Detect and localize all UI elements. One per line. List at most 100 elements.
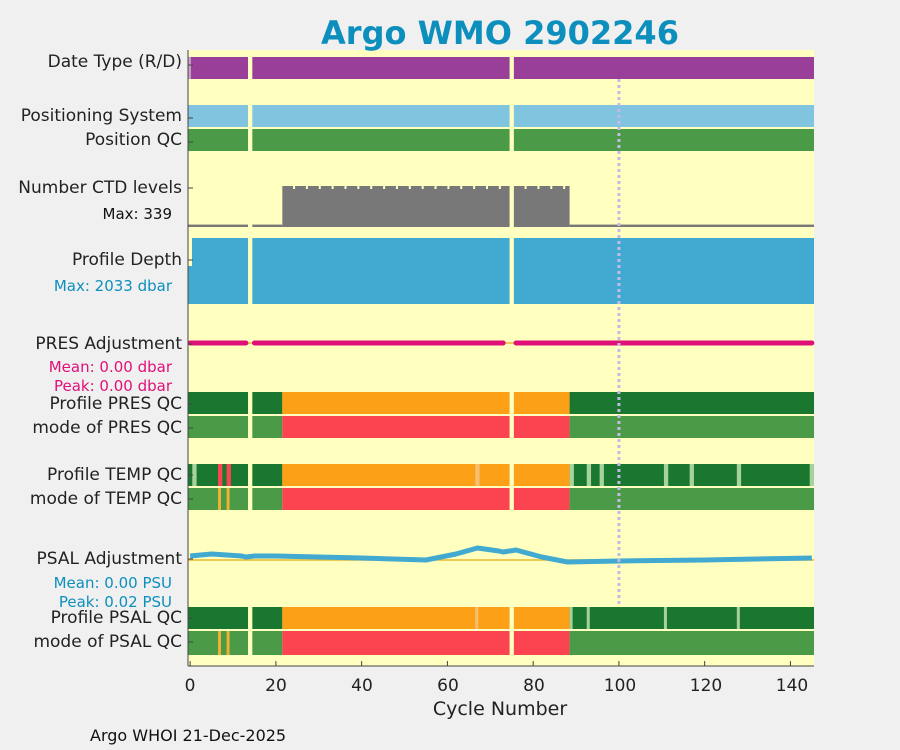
ctd-notch [370,186,373,189]
profile-depth-bar [513,238,814,304]
x-tick-label: 20 [265,676,287,696]
x-axis-label: Cycle Number [432,698,568,720]
ctd-notch [485,186,488,189]
mode-pres-qc-bar [513,416,570,438]
x-tick-label: 140 [775,676,809,696]
ctd-notch [395,186,398,189]
psal-qc-flag [569,607,573,629]
label-ctd-levels: Number CTD levels [18,178,182,198]
ctd-notch [383,186,386,189]
footer-credit: Argo WHOI 21-Dec-2025 [90,726,287,745]
mode-psal-qc-bar [569,631,814,655]
temp-qc-flag [475,464,480,486]
profile-psal-qc-bar [513,607,570,629]
ctd-bar [513,186,570,227]
mode-psal-qc-bar [252,631,283,655]
ctd-notch [331,186,334,189]
position-qc-bar [188,129,249,151]
psal-qc-flag [663,607,667,629]
profile-temp-qc-bar [282,464,510,486]
x-tick-label: 80 [523,676,545,696]
mode-pres-qc-bar [188,416,249,438]
mode-psal-flag [226,631,230,655]
pres-mean-label: Mean: 0.00 dbar [48,358,172,376]
psal-peak-label: Peak: 0.02 PSU [58,593,172,611]
plot-area [188,50,814,666]
x-tick-label: 40 [351,676,373,696]
date-type-bar [513,57,814,79]
profile-psal-qc-bar [569,607,814,629]
mode-temp-qc-bar [282,488,510,510]
temp-qc-flag [809,464,814,486]
depth-first-gap [188,238,192,266]
date-type-first-cycle [188,57,191,79]
ctd-notch [563,186,566,189]
ctd-bar [252,224,283,227]
ctd-bar [188,224,249,227]
x-tick-label: 100 [603,676,637,696]
mode-pres-qc-bar [282,416,510,438]
label-mode-temp-qc: mode of TEMP QC [29,489,182,509]
label-mode-psal-qc: mode of PSAL QC [33,632,182,652]
ctd-notch [524,186,527,189]
profile-temp-qc-bar [252,464,283,486]
depth-spike [743,292,747,298]
mode-temp-flag [218,488,222,510]
x-tick-label: 0 [184,676,196,696]
label-pres-adjustment: PRES Adjustment [35,334,182,354]
temp-qc-flag [736,464,742,486]
ctd-notch [434,186,437,189]
ctd-notch [511,186,514,189]
positioning-bar [188,105,249,127]
ctd-bar [282,186,510,227]
mode-temp-flag [226,488,230,510]
profile-pres-qc-bar [282,392,510,414]
label-profile-psal-qc: Profile PSAL QC [50,608,182,628]
positioning-bar [252,105,510,127]
positioning-bar [513,105,814,127]
label-profile-temp-qc: Profile TEMP QC [47,465,182,485]
temp-qc-flag [586,464,592,486]
psal-qc-flag [736,607,740,629]
label-positioning-system: Positioning System [20,106,182,126]
temp-qc-flag [689,464,694,486]
date-type-bar [188,57,249,79]
temp-qc-flag [218,464,223,486]
mode-psal-flag [218,631,222,655]
mode-pres-qc-bar [252,416,283,438]
label-date-type: Date Type (R/D) [47,52,182,72]
psal-qc-flag [475,607,479,629]
profile-pres-qc-bar [513,392,570,414]
label-profile-depth: Profile Depth [71,250,182,270]
temp-qc-flag [663,464,669,486]
chart-title: Argo WMO 2902246 [321,14,679,52]
profile-pres-qc-bar [188,392,249,414]
position-qc-bar [252,129,510,151]
ctd-notch [550,186,553,189]
mode-psal-qc-bar [513,631,570,655]
x-tick-label: 60 [437,676,459,696]
ctd-notch [408,186,411,189]
label-mode-pres-qc: mode of PRES QC [32,418,182,438]
mode-temp-qc-bar [569,488,814,510]
profile-psal-qc-bar [252,607,283,629]
temp-qc-flag [192,464,197,486]
profile-depth-bar [252,238,510,304]
depth-max-label: Max: 2033 dbar [53,277,172,295]
profile-depth-bar [188,238,249,304]
position-qc-bar [513,129,814,151]
psal-mean-label: Mean: 0.00 PSU [53,574,172,592]
mode-temp-qc-bar [513,488,570,510]
profile-psal-qc-bar [282,607,510,629]
mode-psal-qc-bar [282,631,510,655]
label-psal-adjustment: PSAL Adjustment [36,549,182,569]
label-position-qc: Position QC [85,130,182,150]
ctd-bar [569,224,814,227]
ctd-notch [537,186,540,189]
psal-adjustment-line [189,545,812,565]
profile-psal-qc-bar [188,607,249,629]
temp-qc-flag [226,464,231,486]
ctd-notch [344,186,347,189]
label-profile-pres-qc: Profile PRES QC [49,394,182,414]
